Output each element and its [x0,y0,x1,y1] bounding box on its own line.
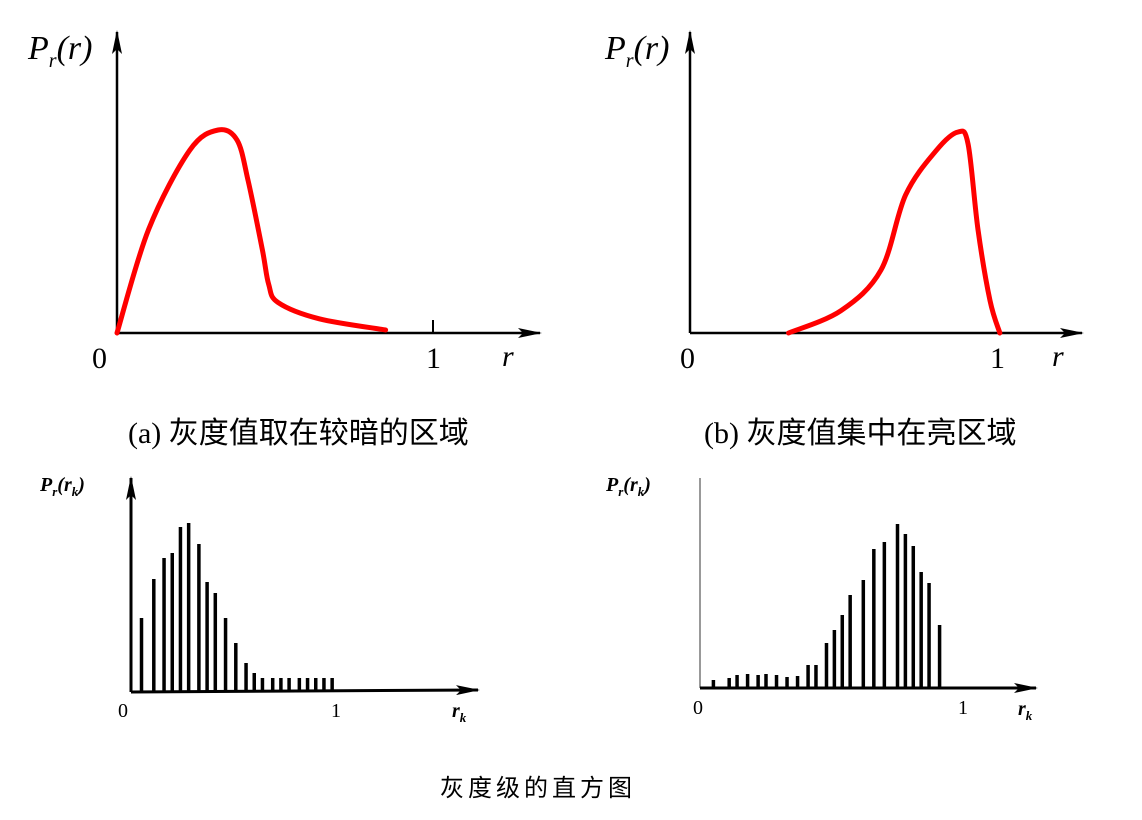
histogram-bar-c [260,678,265,692]
histogram-bar-d [735,675,739,688]
histogram-bar-c [223,618,228,692]
histogram-bar-d [727,678,731,688]
histogram-bar-c [152,579,156,692]
histogram-bar-d [806,665,810,688]
histogram-bar-d [814,665,818,688]
figure-caption: 灰度级的直方图 [440,776,636,802]
histogram-bar-d [711,680,716,688]
axes-c [126,476,480,696]
x-label-d: rk [1018,698,1033,723]
histogram-bar-c [330,678,334,692]
curve-b [786,128,1003,336]
histogram-bar-d [861,580,866,688]
histogram-bar-c [186,523,191,692]
tick-0-a: 0 [92,342,107,375]
histogram-bar-d [895,524,900,688]
y-label-b: Pr(r) [605,30,670,72]
histogram-bar-c [297,678,302,692]
histogram-bar-c [170,553,174,692]
tick-1-b: 1 [990,342,1005,375]
histogram-bar-d [840,615,845,688]
curve-a [114,127,389,336]
y-label-a: Pr(r) [28,30,93,72]
caption-a: (a) 灰度值取在较暗的区域 [128,417,469,450]
histogram-bar-c [162,558,166,692]
tick-1-d: 1 [958,697,968,719]
histogram-bar-d [795,676,800,688]
histogram-bar-c [234,643,238,692]
x-label-a: r [502,340,514,373]
histogram-bar-d [903,534,908,688]
histogram-bar-c [197,544,201,692]
histogram-bar-d [848,595,852,688]
tick-0-d: 0 [693,697,703,719]
histogram-bar-c [270,678,275,692]
tick-1-c: 1 [331,700,341,722]
x-axis [130,685,480,696]
histogram-bar-d [872,549,876,688]
tick-1-a: 1 [426,342,441,375]
histogram-bar-d [911,546,916,688]
histogram-bar-d [919,572,923,688]
histogram-bar-d [785,677,789,688]
histogram-bar-d [927,583,931,688]
histogram-bar-c [178,527,183,692]
histogram-bar-c [252,673,256,692]
histogram-bar-c [205,582,209,692]
histogram-bar-d [937,625,942,688]
histogram-bar-d [882,542,887,688]
tick-0-c: 0 [118,700,128,722]
histogram-bar-d [756,675,760,688]
axes-a [112,30,542,338]
histogram-bar-c [244,663,248,692]
histogram-bar-d [764,674,768,688]
caption-b: (b) 灰度值集中在亮区域 [704,417,1017,450]
y-label-c: Pr(rk) [40,474,85,499]
y-label-d: Pr(rk) [606,474,651,499]
axes-d [699,478,1038,693]
axes-b [685,30,1084,338]
histogram-bar-c [314,678,318,692]
histogram-bar-d [774,675,779,688]
histogram-bar-c [213,593,218,692]
x-label-c: rk [452,700,467,725]
histogram-bar-c [287,678,291,692]
histogram-bar-c [279,678,283,692]
histogram-bar-c [139,618,144,692]
histogram-bar-c [322,678,326,692]
histogram-bar-d [832,630,837,688]
histogram-bar-c [305,678,310,692]
histogram-bar-d [824,643,829,688]
x-label-b: r [1052,340,1064,373]
histogram-bar-d [745,674,750,688]
tick-0-b: 0 [680,342,695,375]
